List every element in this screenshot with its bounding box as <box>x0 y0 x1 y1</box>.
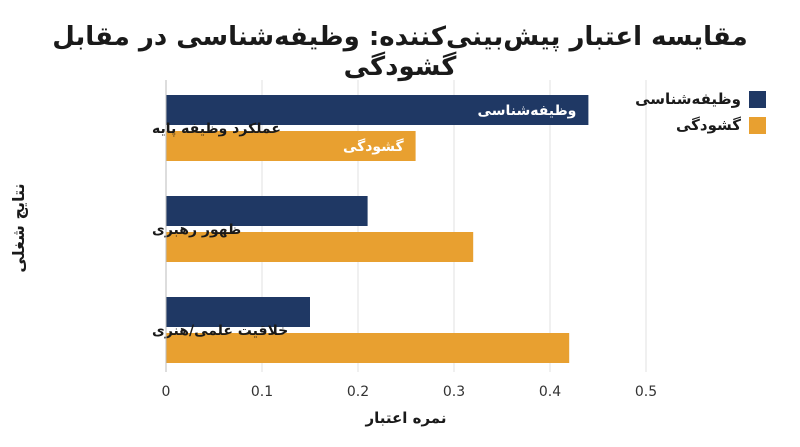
bar-data-label: وظیفه‌شناسی <box>478 103 577 119</box>
chart-title: مقایسه اعتبار پیش‌بینی‌کننده: وظیفه‌شناس… <box>52 22 748 82</box>
x-tick-label: 0.1 <box>251 384 273 400</box>
x-tick-label: 0.3 <box>443 384 465 400</box>
bar-0-1 <box>166 196 368 226</box>
x-tick-label: 0.5 <box>635 384 657 400</box>
legend-item-conscientiousness: وظیفه‌شناسی <box>635 90 766 108</box>
legend-swatch-conscientiousness <box>749 90 766 108</box>
legend-label-conscientiousness: وظیفه‌شناسی <box>635 90 741 108</box>
y-tick-label: خلاقیت علمی/هنری <box>152 323 288 339</box>
legend-label-openness: گشودگی <box>676 116 741 134</box>
x-axis-title: نمره اعتبار <box>365 409 447 427</box>
bar-0-2 <box>166 297 310 327</box>
x-tick-label: 0 <box>162 384 171 400</box>
x-tick-label: 0.2 <box>347 384 369 400</box>
bar-1-1 <box>166 232 474 262</box>
bar-data-label: گشودگی <box>343 138 405 155</box>
legend: وظیفه‌شناسی گشودگی <box>635 90 766 142</box>
legend-item-openness: گشودگی <box>635 116 766 134</box>
x-tick-label: 0.4 <box>539 384 561 400</box>
bar-0-0 <box>166 95 589 125</box>
bar-1-0 <box>166 131 416 161</box>
y-tick-label: ظهور رهبری <box>152 222 241 238</box>
y-tick-label: عملکرد وظیفه پایه <box>152 121 281 137</box>
y-axis-title: نتایج شغلی <box>9 183 28 272</box>
bar-1-2 <box>166 333 570 363</box>
legend-swatch-openness <box>749 116 766 134</box>
